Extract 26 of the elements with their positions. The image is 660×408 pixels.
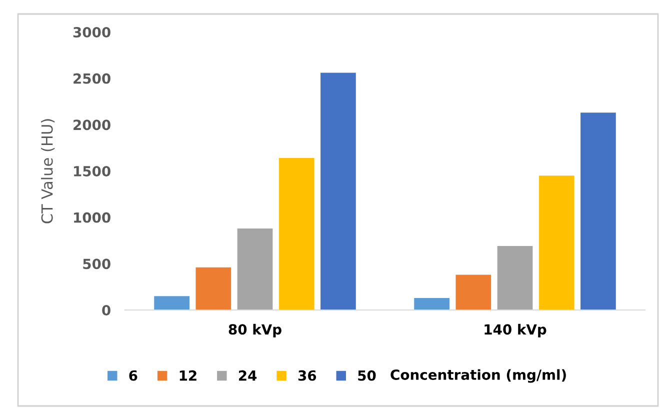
bar bbox=[456, 274, 492, 310]
bar bbox=[497, 246, 533, 310]
y-tick-label: 3000 bbox=[73, 26, 110, 38]
bar bbox=[580, 112, 616, 310]
y-tick-label: 1000 bbox=[74, 212, 110, 223]
legend-label: 12 bbox=[180, 370, 196, 381]
y-axis-title: CT Value (HU) bbox=[41, 119, 55, 224]
y-tick-label: 2000 bbox=[74, 120, 110, 130]
bar bbox=[414, 298, 450, 310]
x-tick-label: 140 kVp bbox=[484, 324, 546, 338]
bar bbox=[196, 267, 232, 310]
legend-label: 24 bbox=[238, 370, 257, 381]
legend-label: 50 bbox=[358, 370, 376, 381]
bar bbox=[538, 176, 574, 310]
y-tick-label: 2500 bbox=[74, 73, 110, 84]
legend-label: 36 bbox=[298, 370, 316, 381]
x-tick-label: 80 kVp bbox=[228, 324, 282, 338]
bar bbox=[237, 228, 273, 310]
bar bbox=[320, 72, 356, 310]
bar bbox=[278, 158, 314, 310]
y-tick-label: 0 bbox=[102, 304, 110, 316]
legend-label: 6 bbox=[129, 370, 138, 381]
y-tick-label: 1500 bbox=[74, 166, 110, 176]
bar bbox=[154, 296, 190, 310]
legend-title: Concentration (mg/ml) bbox=[390, 369, 566, 383]
y-tick-label: 500 bbox=[83, 258, 110, 270]
